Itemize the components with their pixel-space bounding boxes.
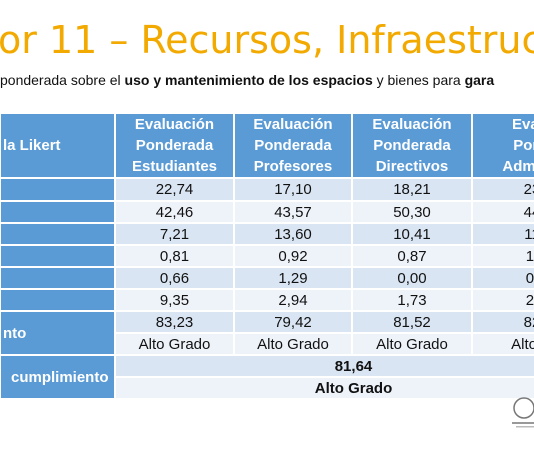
row-label: [0, 267, 115, 289]
data-cell: 23: [472, 178, 534, 201]
row-label: cumplimiento: [0, 355, 115, 399]
header-cell: Evaluación Ponderada Estudiantes: [115, 113, 234, 178]
subtitle: ponderada sobre el uso y mantenimiento d…: [0, 72, 494, 88]
data-cell: Alto Grado: [352, 333, 472, 355]
data-cell: 11: [472, 223, 534, 245]
subtitle-part: uso y mantenimiento de los espacios: [124, 72, 373, 88]
logo: [512, 397, 534, 428]
data-cell: 9,35: [115, 289, 234, 311]
row-label: [0, 178, 115, 201]
data-cell: 1,29: [234, 267, 352, 289]
row-label: [0, 245, 115, 267]
data-cell: Alto Grado: [115, 333, 234, 355]
data-cell: 79,42: [234, 311, 352, 333]
data-cell: 0,92: [234, 245, 352, 267]
data-cell: 43,57: [234, 201, 352, 223]
data-cell: 81,52: [352, 311, 472, 333]
data-cell: 0,66: [115, 267, 234, 289]
row-label: [0, 223, 115, 245]
data-cell: 2,: [472, 289, 534, 311]
subtitle-part: gara: [464, 72, 495, 88]
summary-value: 81,64: [115, 355, 534, 377]
data-cell: 1,73: [352, 289, 472, 311]
summary-grade: Alto Grado: [115, 377, 534, 399]
title: or 11 – Recursos, Infraestruct: [0, 18, 534, 62]
data-cell: 13,60: [234, 223, 352, 245]
row-label: nto: [0, 311, 115, 355]
subtitle-part: ponderada sobre el: [0, 72, 125, 88]
data-cell: 50,30: [352, 201, 472, 223]
header-cell: Evaluación Ponderada Profesores: [234, 113, 352, 178]
data-cell: 10,41: [352, 223, 472, 245]
subtitle-part: y bienes para: [372, 72, 465, 88]
data-cell: Alto Grado: [234, 333, 352, 355]
row-label: [0, 289, 115, 311]
data-cell: 83,23: [115, 311, 234, 333]
data-cell: Alto G: [472, 333, 534, 355]
data-cell: 0,: [472, 267, 534, 289]
data-cell: 44: [472, 201, 534, 223]
data-cell: 17,10: [234, 178, 352, 201]
data-cell: 1,: [472, 245, 534, 267]
row-label: [0, 201, 115, 223]
data-cell: 0,87: [352, 245, 472, 267]
header-cell: la Likert: [0, 113, 115, 178]
data-cell: 22,74: [115, 178, 234, 201]
data-cell: 18,21: [352, 178, 472, 201]
header-cell: Evaluación Ponderada Directivos: [352, 113, 472, 178]
data-cell: 7,21: [115, 223, 234, 245]
header-cell: Evalu Pond Adminis: [472, 113, 534, 178]
data-cell: 0,00: [352, 267, 472, 289]
data-cell: 0,81: [115, 245, 234, 267]
data-cell: 42,46: [115, 201, 234, 223]
data-cell: 2,94: [234, 289, 352, 311]
data-cell: 82: [472, 311, 534, 333]
